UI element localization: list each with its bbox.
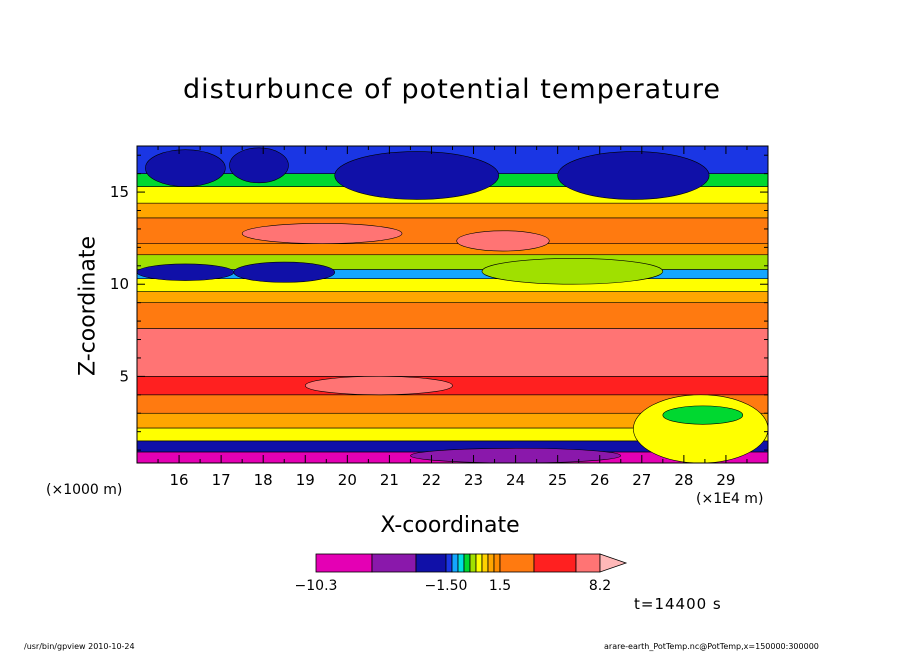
x-tick-label-18: 18 [254,471,273,489]
colorbar-segment-7 [469,553,477,573]
colorbar-segment-8 [475,553,483,573]
colorbar-segment-14 [575,553,601,573]
contour-region-3 [241,223,403,244]
x-tick-label-29: 29 [716,471,735,489]
y-tick-label-15: 15 [110,183,129,201]
y-tick-label-10: 10 [110,275,129,293]
colorbar-segment-4 [451,553,459,573]
x-axis-unit-left: (×1000 m) [46,482,123,498]
x-axis-label: X-coordinate [380,513,520,538]
contour-region-1 [233,261,336,283]
colorbar-segment-11 [493,553,501,573]
x-axis: 16 17 18 19 20 21 22 23 24 25 26 27 28 29 [157,146,748,489]
colorbar-label-3: 8.2 [589,578,611,594]
contour-region-5 [145,149,226,187]
x-tick-label-16: 16 [170,471,189,489]
colorbar-label-1: −1.50 [425,578,468,594]
colorbar-segment-12 [499,553,535,573]
time-readout: t=14400 s [634,595,722,613]
x-axis-unit-right: (×1E4 m) [696,491,764,507]
contour-region-4 [456,230,550,252]
colorbar-segment-13 [533,553,577,573]
plot-area [137,146,768,463]
contour-region-12 [304,376,453,396]
y-axis: 5 10 15 [110,154,768,451]
colorbar-extend-arrow [599,553,628,573]
contour-band-13 [137,217,768,244]
contour-band-11 [137,254,768,270]
contour-band-8 [137,291,768,303]
x-tick-label-26: 26 [590,471,609,489]
contour-region-0 [137,263,235,281]
contour-band-14 [137,202,768,219]
chart-title: disturbunce of potential temperature [183,74,721,105]
x-tick-label-19: 19 [296,471,315,489]
x-tick-label-21: 21 [380,471,399,489]
x-tick-label-23: 23 [464,471,483,489]
contour-region-10 [662,405,744,425]
x-tick-label-24: 24 [506,471,525,489]
colorbar-segment-3 [445,553,453,573]
colorbar-label-0: −10.3 [295,578,338,594]
contour-region-8 [557,151,710,200]
colorbar-segment-10 [487,553,495,573]
contour-region-7 [334,151,500,200]
colorbar-segment-9 [481,553,489,573]
colorbar: −10.3 −1.50 1.5 8.2 [295,553,628,594]
x-tick-label-20: 20 [338,471,357,489]
colorbar-segment-5 [457,553,465,573]
x-tick-label-28: 28 [674,471,693,489]
contour-region-9 [633,394,768,463]
contour-region-6 [229,147,289,184]
colorbar-segment-1 [371,553,417,573]
contour-region-2 [481,258,664,285]
colorbar-label-2: 1.5 [489,578,511,594]
colorbar-segment-0 [315,553,373,573]
x-tick-label-25: 25 [548,471,567,489]
contour-band-9 [137,278,768,292]
x-tick-label-27: 27 [632,471,651,489]
contour-band-12 [137,243,768,256]
footer-command: /usr/bin/gpview 2010-10-24 [24,642,135,651]
x-tick-label-22: 22 [422,471,441,489]
colorbar-segment-6 [463,553,471,573]
footer-source: arare-earth_PotTemp.nc@PotTemp,x=150000:… [604,642,819,651]
colorbar-segment-2 [415,553,447,573]
contour-band-6 [137,328,768,377]
contour-band-7 [137,302,768,329]
x-tick-label-17: 17 [212,471,231,489]
y-tick-label-5: 5 [119,367,129,385]
